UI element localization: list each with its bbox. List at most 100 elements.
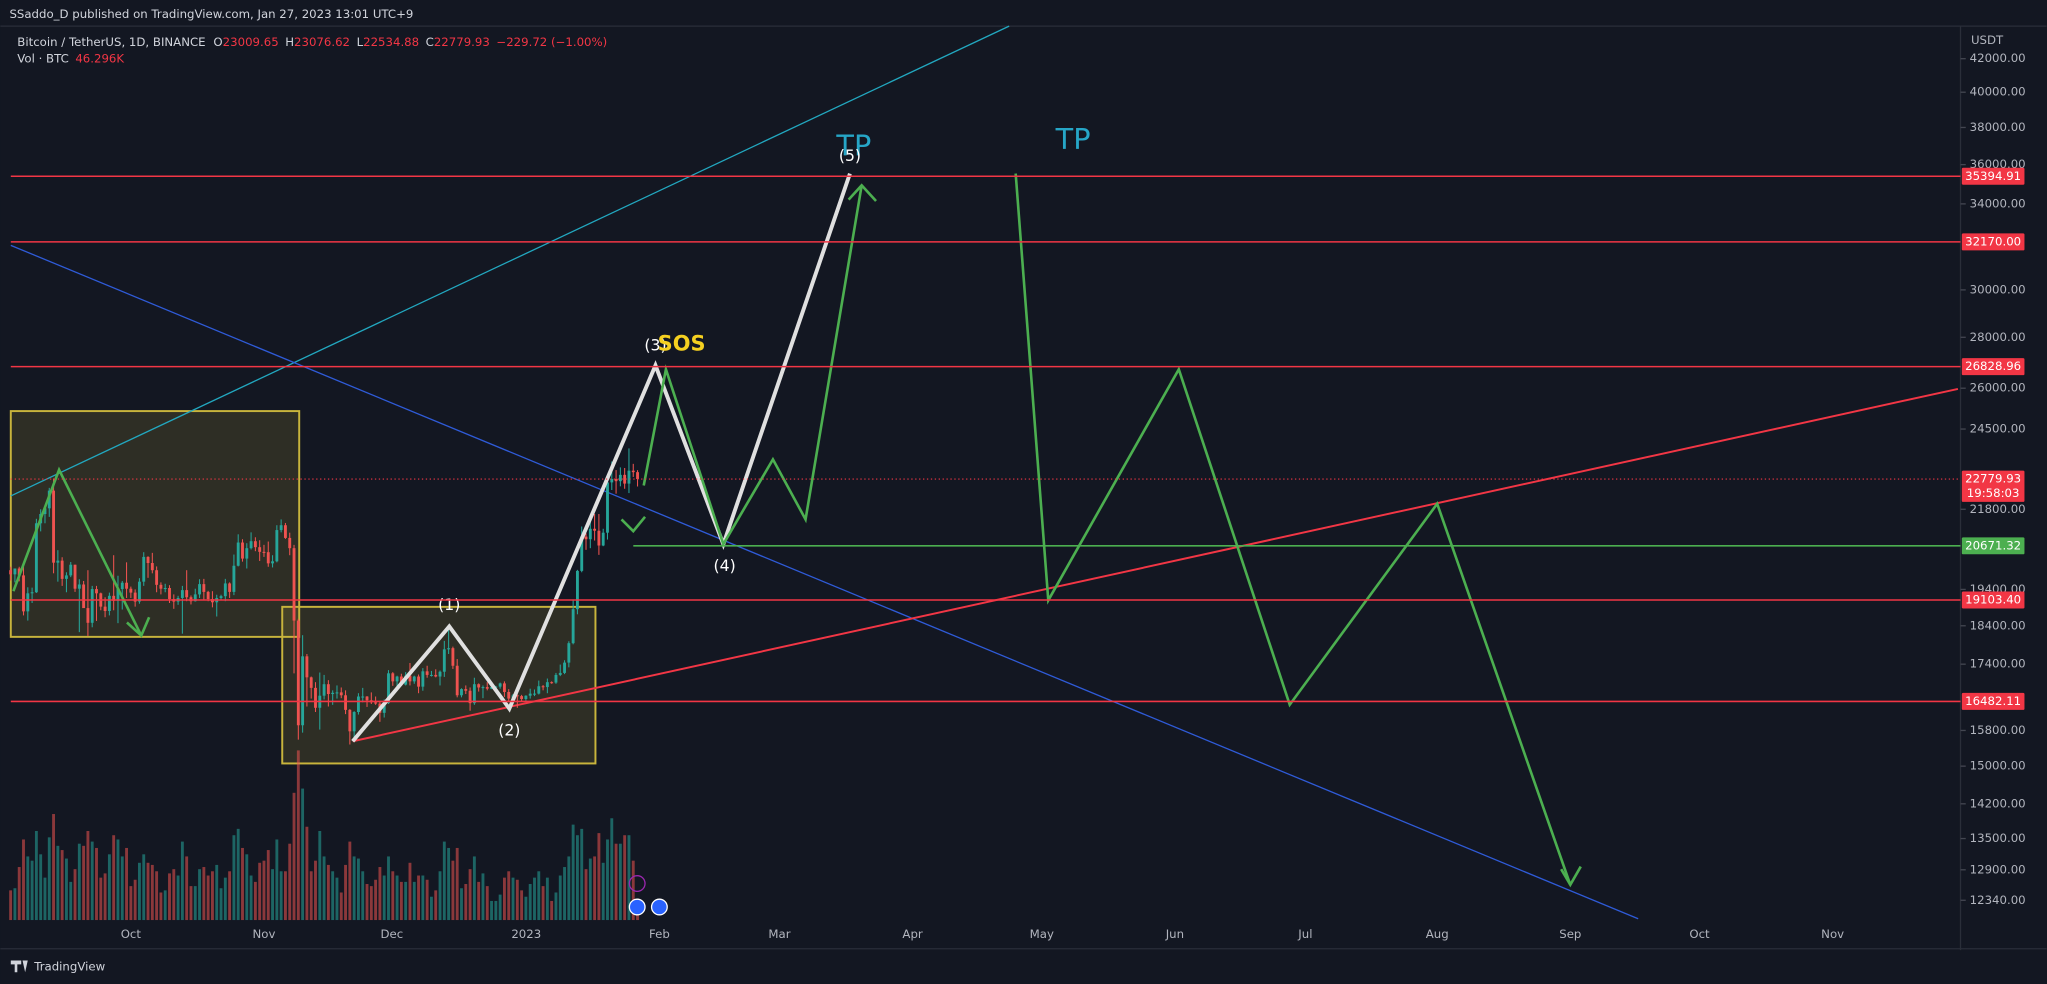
candle-body bbox=[146, 556, 150, 564]
candle-body bbox=[631, 470, 635, 473]
candle-body bbox=[533, 693, 536, 695]
y-tick-label: 12900.00 bbox=[1970, 862, 2026, 876]
candle-body bbox=[442, 649, 446, 672]
candle-body bbox=[138, 581, 141, 602]
volume-bar bbox=[593, 856, 597, 921]
candle-body bbox=[77, 584, 81, 589]
candle-body bbox=[618, 474, 622, 482]
candle-body bbox=[266, 552, 270, 564]
candle-body bbox=[9, 570, 13, 575]
volume-bar bbox=[116, 839, 120, 921]
volume-bar bbox=[163, 890, 167, 921]
annotation: TP bbox=[835, 128, 871, 162]
volume-bar bbox=[223, 877, 227, 921]
volume-bar bbox=[284, 871, 287, 921]
candle-body bbox=[563, 662, 566, 673]
x-tick-label: Mar bbox=[768, 927, 790, 941]
candle-body bbox=[601, 532, 605, 546]
projection-path bbox=[1014, 173, 1572, 886]
candle-body bbox=[412, 676, 416, 682]
volume-bar bbox=[56, 845, 60, 921]
volume-legend: Vol · BTC 46.296K bbox=[17, 51, 124, 65]
candle-body bbox=[352, 712, 356, 732]
volume-bar bbox=[17, 867, 21, 921]
candle-body bbox=[348, 709, 352, 732]
event-icon[interactable] bbox=[628, 898, 646, 916]
volume-bar bbox=[86, 830, 90, 921]
annotation: (2) bbox=[498, 720, 520, 739]
volume-bar bbox=[627, 835, 631, 921]
candle-body bbox=[580, 536, 584, 571]
candle-body bbox=[90, 589, 94, 623]
candle-body bbox=[245, 548, 249, 559]
vol-label: Vol · BTC bbox=[17, 51, 68, 65]
event-icon[interactable] bbox=[628, 875, 646, 892]
y-tick-label: 14200.00 bbox=[1970, 796, 2026, 810]
volume-bar bbox=[211, 871, 214, 921]
candle-body bbox=[434, 674, 438, 677]
candle-body bbox=[584, 536, 588, 540]
candle-body bbox=[69, 564, 73, 576]
low: 22534.88 bbox=[363, 34, 419, 48]
candle-body bbox=[30, 592, 34, 594]
volume-bar bbox=[138, 862, 141, 921]
volume-bar bbox=[99, 877, 103, 921]
candle-body bbox=[447, 648, 451, 650]
volume-bar bbox=[618, 843, 622, 921]
candle-body bbox=[296, 620, 300, 726]
arrow-head bbox=[1560, 865, 1582, 888]
volume-bar bbox=[520, 890, 524, 921]
volume-bar bbox=[236, 828, 240, 921]
volume-bar bbox=[451, 860, 455, 921]
volume-bar bbox=[52, 814, 55, 921]
candle-body bbox=[142, 556, 146, 582]
volume-bar bbox=[369, 886, 373, 921]
volume-bar bbox=[125, 847, 128, 921]
volume-bar bbox=[498, 894, 502, 921]
candle-body bbox=[593, 528, 597, 531]
y-tick-label: 21800.00 bbox=[1970, 502, 2026, 516]
volume-bar bbox=[335, 877, 339, 921]
candle-body bbox=[232, 565, 236, 592]
symbol: Bitcoin / TetherUS, 1D, BINANCE bbox=[17, 34, 205, 48]
annotation: (1) bbox=[438, 595, 460, 614]
volume-bar bbox=[22, 839, 25, 921]
currency: USDT bbox=[1971, 33, 2004, 47]
volume-bar bbox=[228, 871, 232, 921]
volume-bar bbox=[262, 860, 266, 921]
candle-body bbox=[275, 530, 279, 562]
candle-body bbox=[17, 568, 21, 576]
candle-body bbox=[623, 474, 627, 484]
event-icon[interactable] bbox=[650, 898, 668, 916]
candle-body bbox=[382, 703, 386, 713]
candle-body bbox=[159, 584, 163, 589]
candle-body bbox=[429, 674, 433, 676]
volume-bar bbox=[129, 886, 133, 921]
x-tick-label: Dec bbox=[381, 927, 404, 941]
volume-bar bbox=[348, 841, 352, 921]
candle-body bbox=[52, 490, 55, 563]
high: 23076.62 bbox=[294, 34, 350, 48]
volume-bar bbox=[356, 858, 360, 921]
candle-body bbox=[82, 584, 86, 609]
volume-bar bbox=[150, 864, 154, 921]
volume-bar bbox=[382, 875, 386, 921]
x-tick-label: 2023 bbox=[511, 927, 541, 941]
countdown: 19:58:03 bbox=[1967, 486, 2020, 500]
y-tick-label: 15000.00 bbox=[1970, 759, 2026, 773]
projection-path bbox=[642, 185, 863, 548]
x-tick-label: Apr bbox=[902, 927, 922, 941]
volume-bar bbox=[601, 862, 605, 921]
projection-path bbox=[12, 466, 143, 637]
candle-body bbox=[481, 687, 485, 689]
candle-body bbox=[223, 583, 227, 597]
volume-bar bbox=[481, 873, 485, 921]
y-tick-label: 40000.00 bbox=[1970, 85, 2026, 99]
candle-body bbox=[588, 528, 592, 540]
candle-body bbox=[185, 590, 189, 598]
candle-body bbox=[305, 656, 309, 678]
candle-body bbox=[575, 570, 579, 610]
candle-body bbox=[451, 648, 455, 666]
